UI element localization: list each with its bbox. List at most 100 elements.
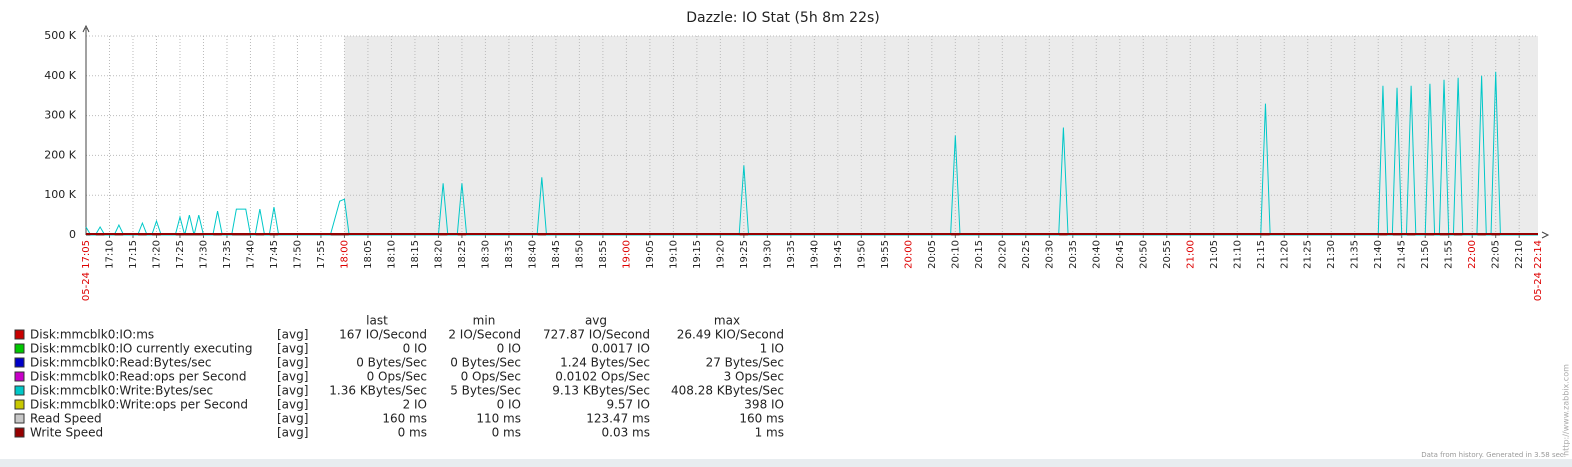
x-tick-label: 22:05 [1491,240,1502,269]
x-tick-label: 17:25 [175,240,186,269]
legend-min: 5 Bytes/Sec [450,384,521,398]
working-time [344,36,1539,235]
legend-func: [avg] [277,412,308,426]
legend-last: 0 Bytes/Sec [356,356,427,370]
y-tick-label: 200 K [44,148,76,161]
x-tick-label: 18:40 [527,240,538,269]
legend-name: Disk:mmcblk0:Write:Bytes/sec [30,384,213,398]
x-tick-label: 19:25 [739,240,750,269]
legend-last: 1.36 KBytes/Sec [329,384,427,398]
legend-avg: 123.47 ms [586,412,650,426]
x-tick-label: 22:10 [1514,240,1525,269]
legend-func: [avg] [277,384,308,398]
legend-avg: 727.87 IO/Second [543,328,650,342]
legend-max: 27 Bytes/Sec [706,356,784,370]
x-tick-label: 17:30 [198,240,209,269]
x-tick-label: 17:55 [316,240,327,269]
y-tick-label: 0 [69,228,76,241]
watermark: http://www.zabbix.com [1562,364,1571,456]
legend-max: 1 IO [760,342,784,356]
x-tick-label: 21:00 [1185,240,1196,269]
legend-header: avg [585,314,607,328]
x-tick-label: 21:55 [1444,240,1455,269]
x-tick-label: 20:00 [903,240,914,269]
legend-avg: 9.13 KBytes/Sec [552,384,650,398]
x-tick-label: 20:15 [974,240,985,269]
legend-func: [avg] [277,370,308,384]
legend-func: [avg] [277,426,308,440]
x-tick-label: 18:25 [457,240,468,269]
x-tick-label: 19:30 [762,240,773,269]
legend-name: Disk:mmcblk0:Read:Bytes/sec [30,356,212,370]
x-tick-label: 18:55 [598,240,609,269]
x-tick-label: 21:25 [1303,240,1314,269]
legend-last: 167 IO/Second [339,328,427,342]
x-tick-label: 19:35 [786,240,797,269]
x-tick-label: 18:05 [363,240,374,269]
legend-last: 160 ms [382,412,427,426]
x-tick-label: 20:25 [1021,240,1032,269]
x-tick-label: 19:40 [809,240,820,269]
x-tick-label: 19:05 [645,240,656,269]
legend-avg: 0.0017 IO [591,342,650,356]
legend-swatch [14,413,25,424]
x-tick-label: 19:15 [692,240,703,269]
legend-last: 0 Ops/Sec [367,370,427,384]
legend-header: last [366,314,388,328]
legend-func: [avg] [277,398,308,412]
legend-name: Disk:mmcblk0:IO currently executing [30,342,252,356]
x-tick-label: 20:50 [1138,240,1149,269]
legend-min: 0 Bytes/Sec [450,356,521,370]
x-tick-label: 19:00 [621,240,632,269]
legend-min: 0 ms [492,426,521,440]
legend-min: 0 IO [497,398,521,412]
legend-name: Disk:mmcblk0:Read:ops per Second [30,370,247,384]
y-tick-label: 300 K [44,109,76,122]
legend-swatch [14,427,25,438]
legend-max: 1 ms [755,426,784,440]
legend-avg: 0.03 ms [602,426,650,440]
legend-func: [avg] [277,356,308,370]
legend-swatch [14,329,25,340]
x-tick-label: 18:45 [551,240,562,269]
x-tick-label: 17:15 [128,240,139,269]
legend-min: 0 Ops/Sec [461,370,521,384]
x-tick-label: 18:00 [339,240,350,269]
legend-min: 0 IO [497,342,521,356]
x-tick-label: 17:45 [269,240,280,269]
x-tick-label: 05-24 22:14 [1533,240,1544,301]
legend-last: 0 IO [403,342,427,356]
axis-arrow [82,24,90,33]
legend-func: [avg] [277,328,308,342]
legend-last: 2 IO [403,398,427,412]
legend-swatch [14,371,25,382]
x-tick-label: 17:35 [222,240,233,269]
legend-max: 398 IO [744,398,784,412]
legend-swatch [14,357,25,368]
legend-max: 408.28 KBytes/Sec [671,384,784,398]
x-tick-label: 22:00 [1467,240,1478,269]
x-tick-label: 21:20 [1279,240,1290,269]
axis-arrow [1541,231,1550,239]
legend-min: 110 ms [476,412,521,426]
legend-min: 2 IO/Second [448,328,521,342]
footer: Data from history. Generated in 3.58 sec… [1421,451,1566,459]
x-tick-label: 21:40 [1373,240,1384,269]
y-tick-label: 400 K [44,69,76,82]
y-tick-label: 100 K [44,188,76,201]
legend-max: 26.49 KIO/Second [677,328,784,342]
x-tick-label: 21:10 [1232,240,1243,269]
x-tick-label: 17:50 [292,240,303,269]
x-tick-label: 18:30 [480,240,491,269]
bottom-strip [0,459,1572,467]
legend-func: [avg] [277,342,308,356]
legend-header: max [714,314,740,328]
chart-title: Dazzle: IO Stat (5h 8m 22s) [686,10,879,26]
x-tick-label: 18:15 [410,240,421,269]
x-tick-label: 17:10 [104,240,115,269]
y-tick-label: 500 K [44,29,76,42]
x-tick-label: 18:50 [574,240,585,269]
x-tick-label: 20:45 [1115,240,1126,269]
x-tick-label: 21:05 [1209,240,1220,269]
